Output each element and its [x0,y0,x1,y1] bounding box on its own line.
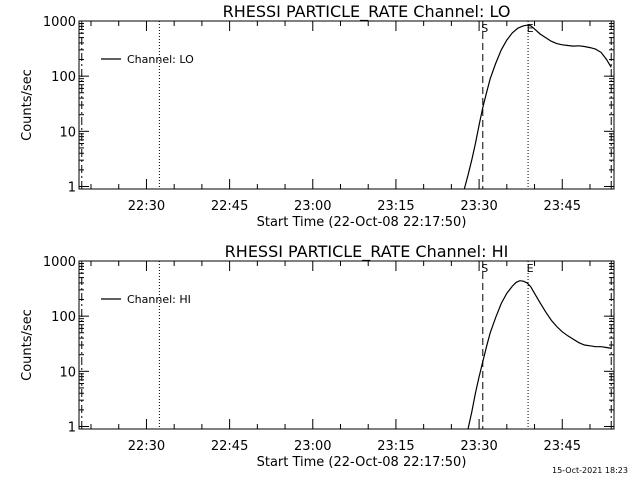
y-tick-label: 10 [59,365,76,380]
y-axis-label: Counts/sec [20,69,35,141]
timestamp-label: 15-Oct-2021 18:23 [552,466,628,475]
legend-label: Channel: LO [127,53,194,66]
event-marker-label-e: E [527,262,534,275]
y-tick-label: 10 [59,125,76,140]
y-axis-label: Counts/sec [20,309,35,381]
x-tick-label: 22:30 [128,439,165,454]
y-tick-label: 100 [51,310,76,325]
x-tick-label: 23:45 [544,199,581,214]
event-marker-label-s: S [481,262,488,275]
x-tick-label: 23:30 [460,439,497,454]
x-tick-label: 22:30 [128,199,165,214]
x-axis-label: Start Time (22-Oct-08 22:17:50) [257,455,467,470]
x-tick-label: 23:45 [544,439,581,454]
legend: Channel: HI [101,293,191,306]
series-line [467,280,612,430]
x-tick-label: 23:15 [377,199,414,214]
y-tick-label: 1 [68,180,76,195]
chart-title: RHESSI PARTICLE_RATE Channel: LO [223,2,511,22]
x-axis-label: Start Time (22-Oct-08 22:17:50) [257,215,467,230]
x-tick-label: 23:15 [377,439,414,454]
x-tick-label: 23:00 [294,199,331,214]
x-tick-label: 22:45 [211,439,248,454]
x-tick-label: 23:00 [294,439,331,454]
event-marker-label-e: E [527,22,534,35]
chart-panel-2: RHESSI PARTICLE_RATE Channel: HI 1 10 100 10… [20,242,615,470]
chart-title: RHESSI PARTICLE_RATE Channel: HI [225,242,509,262]
y-tick-label: 1 [68,420,76,435]
legend: Channel: LO [101,53,194,66]
y-tick-label: 1000 [43,15,76,30]
x-tick-label: 22:45 [211,199,248,214]
series-line [463,24,612,190]
x-tick-label: 23:30 [460,199,497,214]
legend-label: Channel: HI [127,293,191,306]
event-marker-label-s: S [481,22,488,35]
y-tick-label: 100 [51,70,76,85]
chart-panel-1: RHESSI PARTICLE_RATE Channel: LO 1 10 100 10… [20,2,615,230]
y-tick-label: 1000 [43,255,76,270]
